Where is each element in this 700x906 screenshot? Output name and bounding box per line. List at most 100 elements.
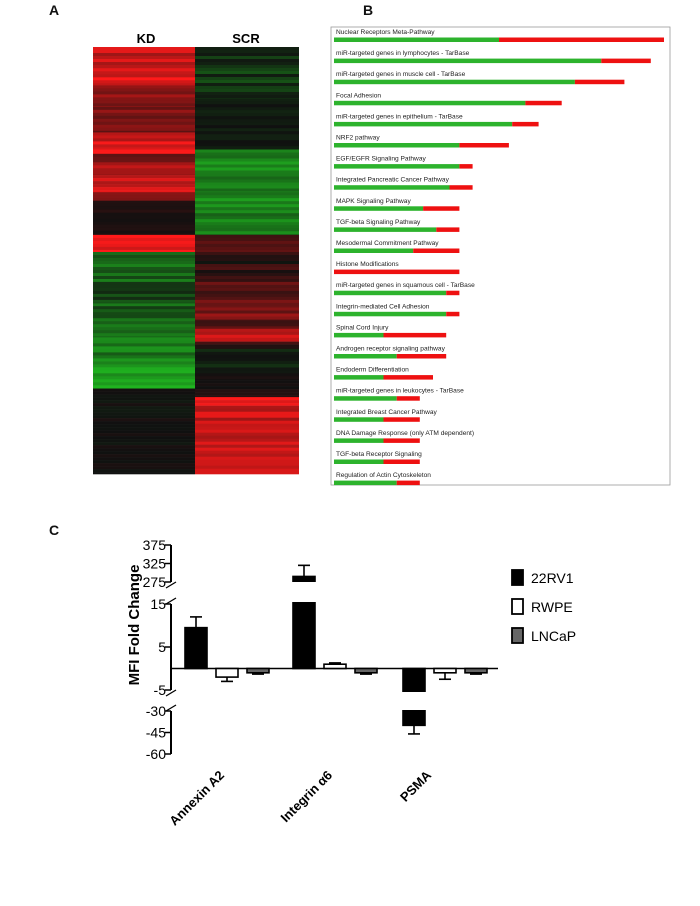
heatmap-cell — [93, 80, 195, 84]
heatmap-cell — [93, 315, 195, 319]
bar-break-gap — [292, 582, 316, 602]
heatmap-cell — [93, 324, 195, 328]
heatmap-cell — [195, 131, 299, 135]
heatmap-cell — [93, 276, 195, 280]
pathway-bar-green — [334, 438, 384, 443]
heatmap-cell — [195, 270, 299, 274]
heatmap-cell — [195, 113, 299, 117]
heatmap-cell — [195, 258, 299, 262]
heatmap-cell — [195, 68, 299, 72]
heatmap-cell — [195, 287, 299, 292]
heatmap-cell — [195, 234, 299, 239]
heatmap-cell — [93, 115, 195, 120]
pathway-label: Endoderm Differentiation — [336, 367, 409, 374]
heatmap-cell — [195, 354, 299, 359]
heatmap-cell — [93, 403, 195, 407]
heatmap-cell — [195, 313, 299, 317]
heatmap-cell — [195, 444, 299, 448]
heatmap-cell — [93, 103, 195, 107]
heatmap-cell — [93, 376, 195, 380]
legend-swatch — [511, 569, 524, 586]
heatmap-cell — [195, 337, 299, 342]
pathway-bar-red — [436, 227, 460, 232]
heatmap-cell — [93, 178, 195, 182]
bar — [354, 667, 378, 674]
heatmap-cell — [195, 225, 299, 229]
pathway-bar-green — [334, 248, 414, 253]
heatmap-cell — [195, 161, 299, 165]
pathway-label: NRF2 pathway — [336, 135, 380, 142]
heatmap-cell — [93, 349, 195, 353]
bar — [246, 667, 270, 674]
y-tick-label: 5 — [158, 639, 166, 655]
heatmap-cell — [195, 340, 299, 342]
heatmap-cell — [195, 281, 299, 286]
heatmap-cell — [195, 192, 299, 196]
heatmap-cell — [93, 124, 195, 129]
heatmap-cell — [93, 312, 195, 316]
pathway-label: miR-targeted genes in muscle cell - TarB… — [336, 71, 466, 78]
heatmap-cell — [93, 284, 195, 289]
heatmap-cell — [93, 187, 195, 191]
heatmap-cell — [195, 110, 299, 114]
pathway-bar-green — [334, 417, 384, 422]
legend-label: LNCaP — [531, 628, 576, 644]
heatmap-cell — [195, 465, 299, 469]
heatmap-cell — [195, 83, 299, 87]
heatmap-cell — [195, 320, 299, 324]
heatmap-cell — [195, 249, 299, 253]
heatmap-cell — [93, 221, 195, 225]
heatmap-cell — [195, 296, 299, 301]
legend-swatch — [511, 627, 524, 644]
heatmap-cell — [195, 279, 299, 283]
pathway-bar-green — [334, 206, 424, 211]
heatmap-cell — [93, 352, 195, 356]
heatmap-cell — [93, 327, 195, 331]
heatmap-cell — [195, 363, 299, 368]
heatmap-cell — [93, 321, 195, 325]
panel-label-a: A — [49, 2, 60, 18]
legend-swatch — [511, 598, 524, 615]
heatmap-cell — [93, 361, 195, 365]
heatmap-cell — [195, 152, 299, 156]
heatmap-cell — [195, 146, 299, 150]
heatmap-cell — [93, 149, 195, 153]
pathway-bar-green — [334, 79, 575, 85]
heatmap-cell — [195, 395, 299, 398]
bar-break-gap — [402, 692, 426, 710]
heatmap-cell — [195, 182, 299, 186]
heatmap-cell — [195, 383, 299, 387]
heatmap-cell — [93, 415, 195, 419]
pathway-bar-red — [446, 311, 460, 317]
heatmap-cell — [195, 56, 299, 60]
pathway-bar-green — [334, 121, 513, 127]
heatmap-cell — [93, 138, 195, 142]
heatmap-cell — [195, 137, 299, 141]
heatmap-cell — [93, 424, 195, 428]
heatmap-cell — [93, 436, 195, 440]
heatmap-cell — [195, 471, 299, 475]
pathway-label: Integrin-mediated Cell Adhesion — [336, 303, 430, 310]
heatmap-cell — [195, 140, 299, 144]
pathway-bar-green — [334, 58, 602, 64]
heatmap-cell — [195, 231, 299, 235]
heatmap-cell — [93, 337, 195, 341]
heatmap-cell — [195, 405, 299, 409]
heatmap-cell — [195, 328, 299, 333]
heatmap-cell — [195, 179, 299, 183]
heatmap-cell — [93, 71, 195, 75]
heatmap-cell — [93, 287, 195, 292]
heatmap-cell — [93, 209, 195, 213]
heatmap-cell — [195, 323, 299, 327]
heatmap-cell — [195, 188, 299, 192]
heatmap-cell — [93, 215, 195, 219]
heatmap-cell — [195, 158, 299, 162]
axis-break-mark — [165, 597, 177, 605]
heatmap-cell — [195, 98, 299, 102]
heatmap-cell — [195, 360, 299, 365]
pathway-label: Mesodermal Commitment Pathway — [336, 240, 439, 247]
heatmap-cell — [93, 355, 195, 359]
heatmap-cell — [195, 86, 299, 90]
heatmap-cell — [195, 216, 299, 220]
